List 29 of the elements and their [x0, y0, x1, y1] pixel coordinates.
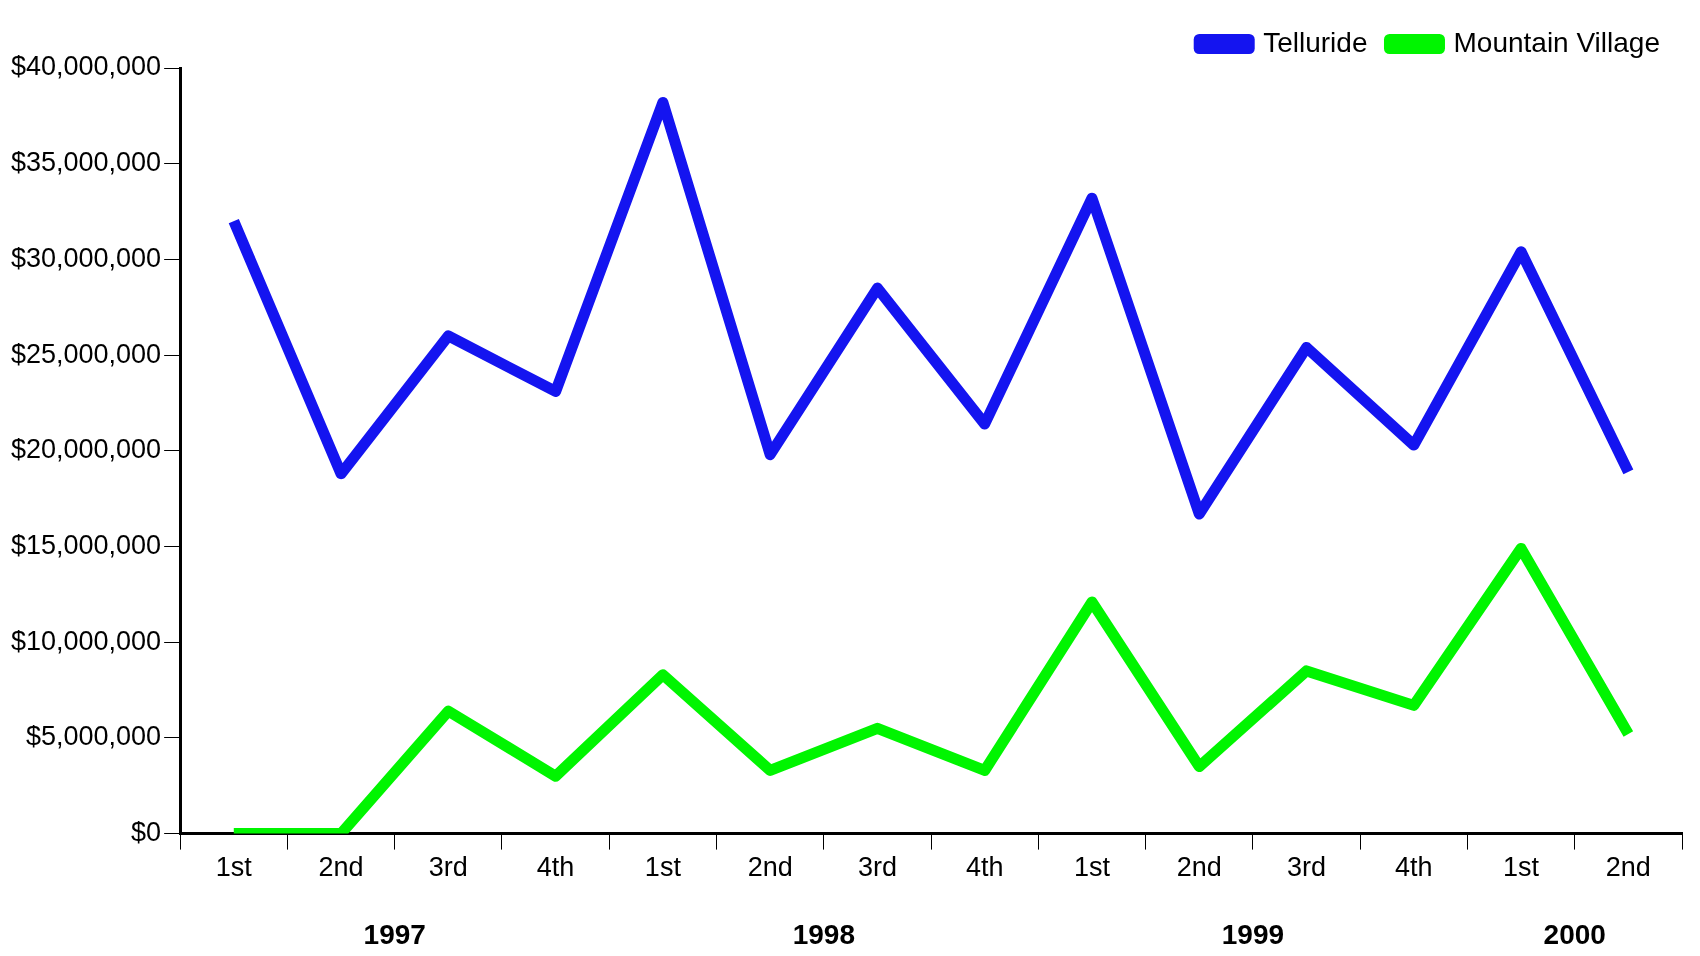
text: 1998: [792, 918, 855, 950]
text: 2000: [1543, 918, 1606, 950]
x-tick-label: 1st: [1073, 852, 1111, 883]
x-tick-label: 3rd: [857, 852, 897, 883]
x-tick-label: 3rd: [1287, 852, 1327, 883]
x-tick-label: 2nd: [318, 852, 364, 883]
x-tick-label: 4th: [536, 852, 575, 883]
y-tick-label: $20,000,000: [10, 434, 162, 465]
x-tick-label: 2nd: [1605, 852, 1651, 883]
x-tick-label: 1st: [215, 852, 253, 883]
y-tick-label: $40,000,000: [10, 51, 162, 82]
text: 1999: [1221, 918, 1285, 950]
x-tick-label: 1st: [1503, 852, 1540, 883]
x-tick-label: 2nd: [1176, 852, 1222, 883]
text: 1997: [363, 918, 426, 950]
y-tick-label: $30,000,000: [10, 242, 162, 273]
y-tick-label: $25,000,000: [10, 338, 162, 369]
x-tick-label: 4th: [1395, 852, 1433, 883]
x-tick-label: 4th: [965, 852, 1004, 883]
y-tick-label: $35,000,000: [10, 147, 162, 178]
x-tick-label: 2nd: [747, 852, 793, 883]
legend-label: Mountain Village: [1453, 26, 1660, 58]
x-tick-label: 3rd: [428, 852, 468, 883]
y-tick-label: $15,000,000: [10, 529, 162, 560]
y-tick-label: $10,000,000: [10, 625, 162, 656]
y-tick-label: $5,000,000: [26, 721, 162, 752]
legend-label: Telluride: [1263, 26, 1368, 58]
y-tick-label: $0: [131, 817, 162, 848]
x-tick-label: 1st: [644, 852, 682, 883]
